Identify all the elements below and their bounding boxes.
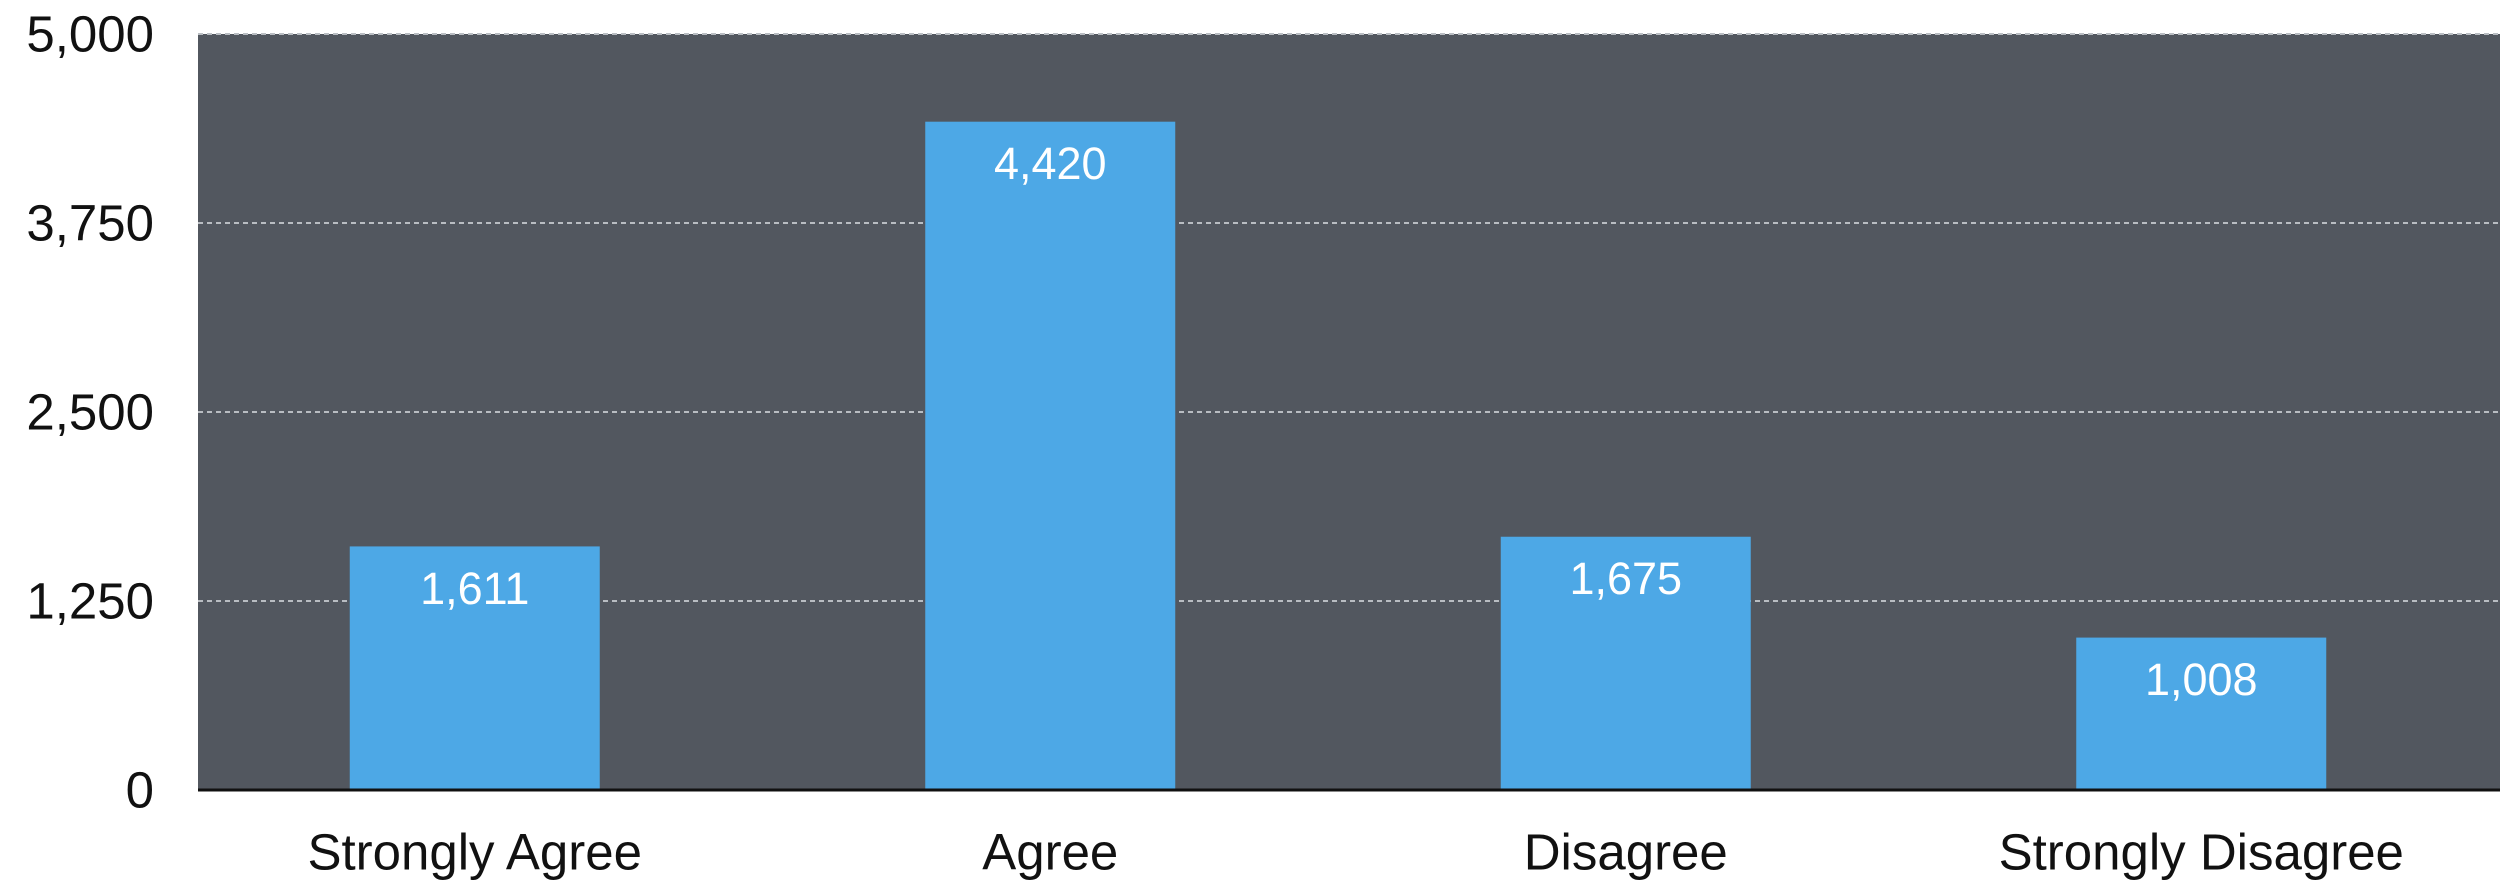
bar-value-label: 1,008 [2145,654,2258,705]
y-tick-label: 5,000 [26,6,154,63]
bars [349,121,2327,791]
bar-value-label: 1,675 [1569,553,1682,604]
x-category-label: Disagree [1524,824,1728,881]
bar [925,121,1176,791]
gridlines [198,33,2500,602]
y-tick-label: 3,750 [26,195,154,252]
bar [2076,637,2327,790]
bar [1500,536,1751,790]
y-axis-tick-labels: 0 1,250 2,500 3,750 5,000 [26,6,154,819]
bar-value-label: 1,611 [420,563,529,614]
bar [349,546,600,790]
x-category-label: Strongly Disagree [1999,824,2404,881]
value-labels: 1,611 4,420 1,675 1,008 [420,138,2257,705]
y-tick-label: 1,250 [26,573,154,630]
x-category-label: Strongly Agree [307,824,642,881]
x-axis-category-labels: Strongly Agree Agree Disagree Strongly Disa… [307,824,2403,881]
bar-value-label: 4,420 [994,138,1107,189]
y-tick-label: 0 [126,762,154,819]
x-category-label: Agree [982,824,1118,881]
y-tick-label: 2,500 [26,384,154,441]
